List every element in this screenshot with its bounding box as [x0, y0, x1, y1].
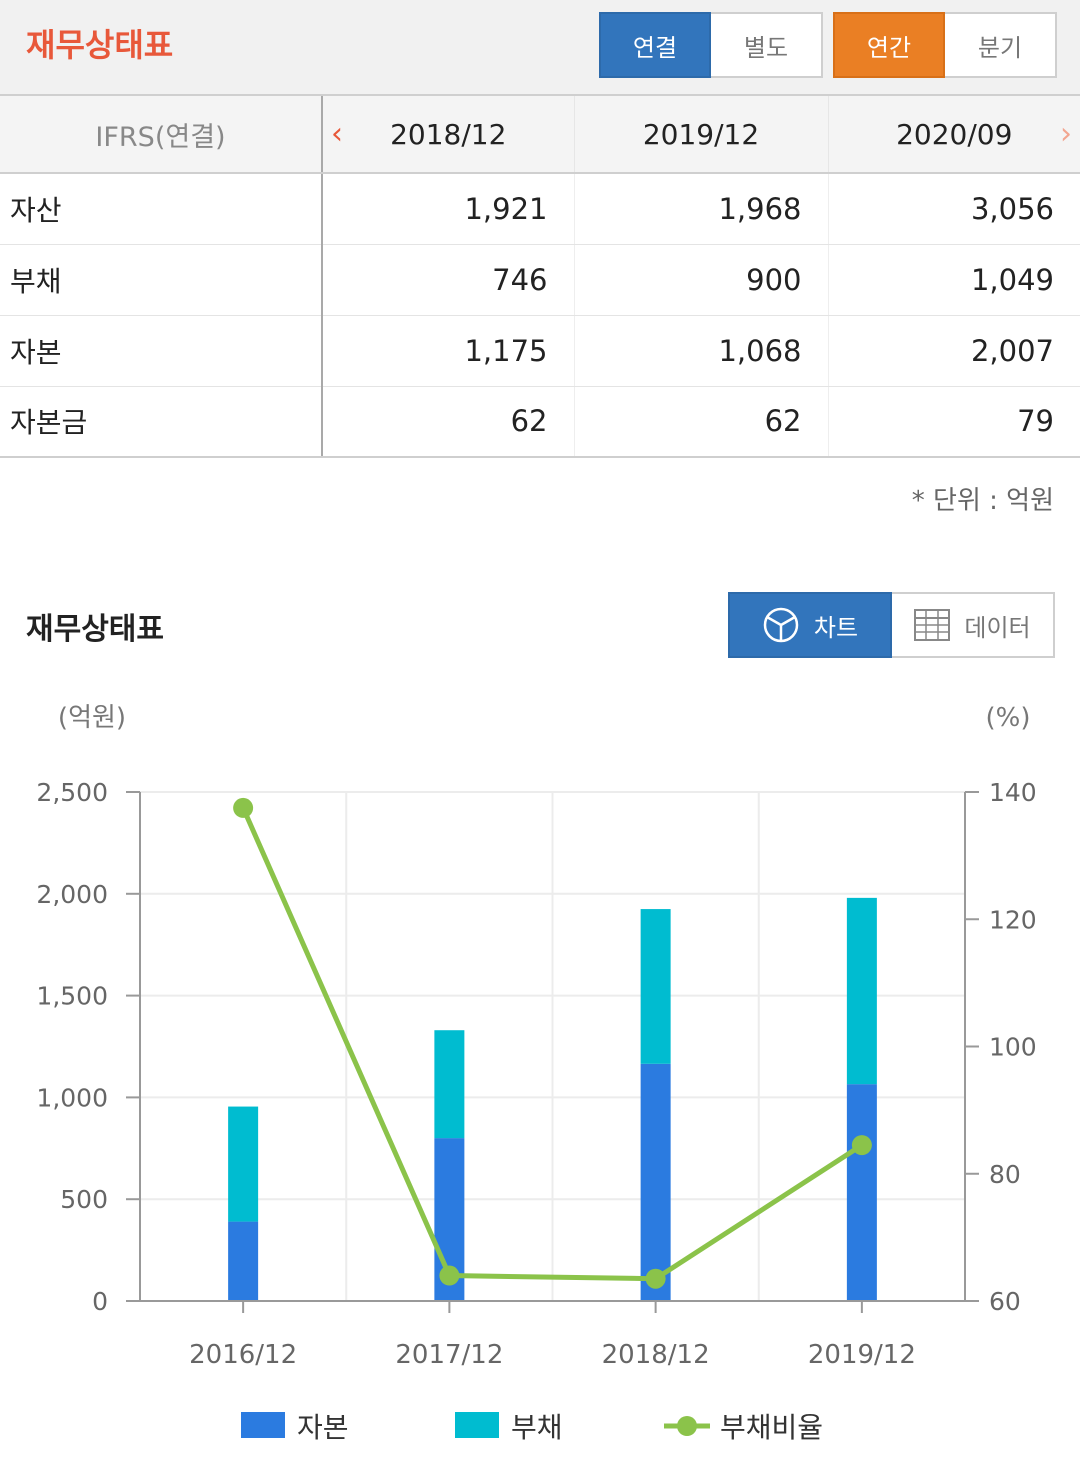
table-cell: 1,068 — [573, 315, 828, 387]
table-cell: 1,921 — [321, 173, 574, 245]
next-period-icon[interactable]: › — [1060, 116, 1072, 152]
bar-debt — [434, 1030, 465, 1139]
table-cell: 3,056 — [827, 173, 1080, 245]
data-view-label: 데이터 — [964, 613, 1031, 642]
table-row: 자본금 62 62 79 — [0, 386, 1080, 458]
bar-debt — [228, 1106, 259, 1222]
table-header-row: IFRS(연결) ‹ 2018/12 2019/12 2020/09 › — [0, 96, 1080, 174]
y-axis-tick-label: 2,000 — [36, 880, 108, 909]
row-label: 자본금 — [0, 386, 323, 458]
column-header: 2019/12 — [573, 96, 828, 174]
y2-axis-tick-label: 80 — [989, 1160, 1021, 1189]
period-toggle: 연간 분기 — [833, 12, 1057, 78]
balance-sheet-chart: 0 500 1,000 1,500 2,000 2,500 60 80 100 120 140 (억원… — [36, 703, 1037, 1444]
ratio-point — [645, 1268, 666, 1289]
bar-capital — [846, 1084, 877, 1301]
page-title: 재무상태표 — [26, 26, 174, 64]
annual-button[interactable]: 연간 — [833, 12, 945, 78]
bar-capital — [640, 1063, 671, 1301]
ratio-line — [240, 806, 864, 1282]
table-cell: 62 — [573, 386, 828, 458]
column-header-label: 2020/09 — [896, 117, 1013, 151]
y2-axis-label: (%) — [986, 703, 1031, 733]
y-axis-tick-label: 500 — [60, 1185, 108, 1214]
chart-view-label: 차트 — [813, 613, 859, 642]
x-axis-tick-label: 2018/12 — [602, 1340, 710, 1370]
legend-ratio-marker — [677, 1416, 697, 1436]
table-cell: 1,049 — [827, 244, 1080, 316]
quarterly-button[interactable]: 분기 — [945, 12, 1057, 78]
row-label: 자산 — [0, 173, 323, 245]
bar-debt — [846, 897, 877, 1085]
table-header-label: IFRS(연결) — [0, 96, 323, 174]
y2-axis-tick-label: 60 — [989, 1287, 1021, 1316]
table-cell: 746 — [321, 244, 574, 316]
scope-toggle: 연결 별도 — [599, 12, 823, 78]
table-cell: 79 — [827, 386, 1080, 458]
table-cell: 2,007 — [827, 315, 1080, 387]
ratio-point — [233, 797, 254, 818]
bar-capital — [228, 1221, 259, 1301]
table-row: 자본 1,175 1,068 2,007 — [0, 315, 1080, 387]
y-axis-tick-label: 1,000 — [36, 1083, 108, 1112]
column-header: ‹ 2018/12 — [321, 96, 574, 174]
table-cell: 900 — [573, 244, 828, 316]
legend-debt-label: 부채 — [511, 1411, 563, 1444]
table-cell: 1,968 — [573, 173, 828, 245]
x-axis-tick-label: 2016/12 — [189, 1340, 297, 1370]
ratio-point — [439, 1265, 460, 1286]
pie-chart-icon — [763, 607, 799, 643]
y-axis-label: (억원) — [58, 703, 126, 733]
separate-button[interactable]: 별도 — [711, 12, 823, 78]
header-bar: 재무상태표 연결 별도 연간 분기 — [0, 0, 1080, 96]
table-row: 부채 746 900 1,049 — [0, 244, 1080, 316]
column-header-label: 2019/12 — [642, 117, 760, 151]
table-cell: 62 — [321, 386, 574, 458]
data-view-button[interactable]: 데이터 — [892, 592, 1055, 658]
unit-note: * 단위 : 억원 — [911, 486, 1054, 516]
consolidated-button[interactable]: 연결 — [599, 12, 711, 78]
legend-ratio-label: 부채비율 — [720, 1411, 823, 1444]
x-axis-tick-label: 2019/12 — [808, 1340, 916, 1370]
legend-debt-swatch — [455, 1412, 499, 1438]
x-axis-tick-label: 2017/12 — [395, 1340, 503, 1370]
y2-axis-tick-label: 100 — [989, 1033, 1037, 1062]
legend-capital-label: 자본 — [297, 1411, 349, 1444]
y-axis-tick-label: 2,500 — [36, 778, 108, 807]
balance-sheet-table: IFRS(연결) ‹ 2018/12 2019/12 2020/09 › 자산 … — [0, 96, 1080, 458]
row-label: 자본 — [0, 315, 323, 387]
y-axis-tick-label: 1,500 — [36, 982, 108, 1011]
table-row: 자산 1,921 1,968 3,056 — [0, 173, 1080, 245]
y2-axis-tick-label: 140 — [989, 778, 1037, 807]
chart-section-title: 재무상태표 — [26, 612, 164, 647]
y2-axis-tick-label: 120 — [989, 905, 1037, 934]
ratio-point — [851, 1135, 872, 1156]
table-cell: 1,175 — [321, 315, 574, 387]
y-axis-tick-label: 0 — [92, 1287, 108, 1316]
column-header-label: 2018/12 — [390, 117, 507, 151]
bar-debt — [640, 909, 671, 1064]
chart-view-button[interactable]: 차트 — [728, 592, 892, 658]
view-toggle: 차트 데이터 — [728, 592, 1055, 658]
row-label: 부채 — [0, 244, 323, 316]
legend-capital-swatch — [241, 1412, 285, 1438]
column-header: 2020/09 › — [827, 96, 1080, 174]
table-grid-icon — [914, 609, 951, 641]
prev-period-icon[interactable]: ‹ — [331, 116, 343, 152]
